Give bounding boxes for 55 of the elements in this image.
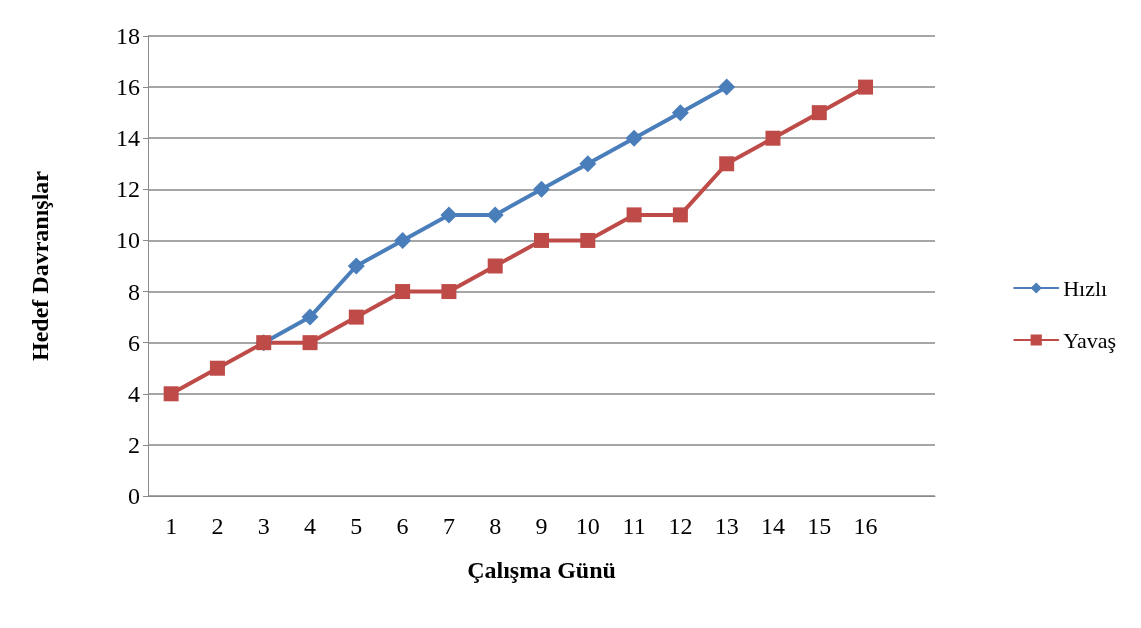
y-axis-title: Hedef Davranışlar	[27, 170, 53, 361]
x-tick-label: 1	[165, 513, 178, 539]
point	[302, 335, 318, 351]
point	[579, 155, 597, 173]
point	[534, 232, 549, 248]
point	[811, 105, 827, 121]
point	[395, 284, 411, 300]
x-tick-label: 4	[304, 513, 317, 539]
y-tick-label: 16	[116, 74, 140, 101]
x-tick-label: 8	[489, 513, 502, 539]
point	[718, 78, 736, 96]
point	[348, 309, 364, 325]
point	[301, 308, 319, 326]
point	[625, 129, 643, 147]
point	[533, 180, 550, 198]
y-tick-label: 4	[128, 380, 140, 407]
point	[580, 232, 596, 248]
x-tick-label: 12	[668, 513, 693, 539]
x-axis-title: Çalışma Günü	[467, 557, 616, 583]
y-tick-label: 8	[128, 278, 140, 305]
point	[626, 207, 642, 223]
x-tick-label: 7	[442, 513, 455, 539]
y-tick-label: 10	[116, 227, 140, 254]
x-tick-label: 13	[714, 513, 739, 539]
point	[394, 231, 412, 249]
y-tick-label: 12	[116, 176, 140, 203]
y-tick-label: 2	[128, 431, 140, 458]
y-tick-label: 18	[116, 23, 140, 49]
point	[858, 79, 874, 95]
point	[440, 206, 458, 224]
legend-label: Yavaş	[1063, 327, 1116, 353]
point	[441, 284, 457, 300]
y-tick-label: 6	[128, 329, 140, 356]
x-tick-label: 5	[350, 513, 363, 539]
point	[672, 207, 688, 223]
point	[765, 130, 781, 146]
point	[163, 386, 179, 402]
point	[486, 206, 504, 224]
point	[671, 104, 689, 122]
point	[487, 258, 503, 274]
x-tick-label: 15	[807, 513, 832, 539]
x-tick-label: 3	[257, 513, 270, 539]
point	[719, 156, 735, 172]
x-tick-label: 2	[211, 513, 224, 539]
legend-label: Hızlı	[1063, 275, 1108, 301]
x-tick-label: 11	[622, 513, 646, 539]
point	[347, 257, 365, 275]
y-tick-label: 14	[116, 125, 140, 152]
x-tick-label: 10	[575, 513, 600, 539]
x-tick-label: 9	[535, 513, 548, 539]
x-tick-label: 6	[396, 513, 409, 539]
x-tick-label: 14	[760, 513, 785, 539]
point	[209, 360, 225, 376]
y-tick-label: 0	[128, 483, 140, 509]
x-tick-label: 16	[853, 513, 878, 539]
